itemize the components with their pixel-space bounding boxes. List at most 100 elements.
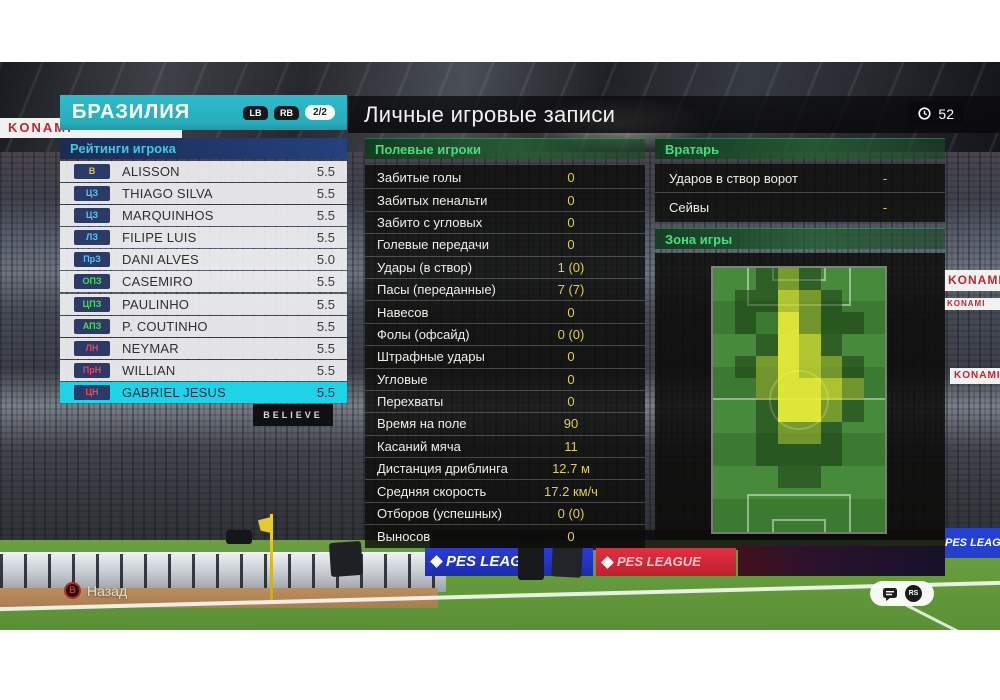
- player-rating: 5.5: [316, 296, 335, 312]
- stat-row: Перехваты 0: [365, 391, 645, 414]
- position-badge: ЛН: [74, 340, 110, 356]
- player-row[interactable]: ЦЗ THIAGO SILVA 5.5: [60, 183, 347, 205]
- stat-value: 0 (0): [557, 506, 585, 522]
- heatmap-cell: [799, 312, 821, 334]
- heatmap-cell: [735, 378, 757, 400]
- heatmap-cell: [820, 334, 842, 356]
- player-row[interactable]: ПрЗ DANI ALVES 5.0: [60, 249, 347, 271]
- heatmap-pitch: [711, 266, 887, 534]
- ad-board-red: PES LEAGUE: [596, 548, 736, 576]
- heatmap-cell: [799, 356, 821, 378]
- stat-value: 0: [567, 170, 575, 186]
- heatmap-cell: [842, 444, 864, 466]
- player-row[interactable]: ЦЗ MARQUINHOS 5.5: [60, 205, 347, 227]
- play-zone-section-header: Зона игры: [655, 228, 945, 249]
- position-badge: ЦЗ: [74, 186, 110, 202]
- player-row[interactable]: ЦН GABRIEL JESUS 5.5: [60, 381, 347, 403]
- stat-value: 0: [567, 237, 575, 253]
- player-rating: 5.5: [316, 318, 335, 334]
- stat-row: Удары (в створ) 1 (0): [365, 257, 645, 279]
- heatmap-cell: [735, 334, 757, 356]
- heatmap-cell: [820, 400, 842, 422]
- stat-label: Отборов (успешных): [377, 506, 502, 522]
- stat-label: Штрафные удары: [377, 349, 485, 365]
- player-row[interactable]: ЛН NEYMAR 5.5: [60, 337, 347, 359]
- stat-label: Выносов: [377, 528, 431, 544]
- pitchside-camera: [226, 530, 252, 544]
- heatmap-cell: [735, 268, 757, 290]
- heatmap-cell: [735, 466, 757, 488]
- heatmap-cell: [713, 510, 735, 532]
- stat-row: Забитые голы 0: [365, 167, 645, 190]
- stat-value: 0: [567, 528, 575, 544]
- heatmap-cell: [756, 400, 778, 422]
- konami-banner: KONAMI: [944, 298, 1000, 310]
- player-list: В ALISSON 5.5 ЦЗ THIAGO SILVA 5.5 ЦЗ MARQUINHOS…: [60, 161, 347, 404]
- heatmap-cell: [777, 466, 799, 488]
- b-button-icon: B: [64, 582, 81, 599]
- stat-row: Пасы (переданные) 7 (7): [365, 279, 645, 302]
- player-rating: 5.5: [316, 208, 335, 224]
- heatmap-cell: [799, 444, 821, 466]
- stat-label: Пасы (переданные): [377, 282, 496, 298]
- position-badge: АПЗ: [74, 318, 110, 334]
- right-stick-icon[interactable]: RS: [905, 585, 922, 602]
- heatmap-cell: [756, 510, 778, 532]
- back-button[interactable]: B Назад: [64, 582, 127, 599]
- stat-label: Ударов в створ ворот: [669, 170, 798, 186]
- lb-button-icon[interactable]: LB: [243, 105, 268, 120]
- heatmap-cell: [842, 510, 864, 532]
- player-row[interactable]: ПрН WILLIAN 5.5: [60, 359, 347, 381]
- player-row[interactable]: АПЗ P. COUTINHO 5.5: [60, 315, 347, 337]
- page-indicator: 2/2: [305, 105, 335, 120]
- player-row[interactable]: ОПЗ CASEMIRO 5.5: [60, 271, 347, 293]
- stat-value: -: [882, 170, 888, 186]
- position-badge: В: [74, 164, 110, 179]
- heatmap-cell: [735, 400, 757, 422]
- player-rating: 5.5: [316, 186, 335, 202]
- heatmap-cell: [799, 422, 821, 444]
- heatmap-cell: [864, 488, 886, 510]
- goalkeeper-section-header: Вратарь: [655, 138, 945, 159]
- chat-bubble-icon[interactable]: [882, 587, 898, 601]
- heatmap-cell: [864, 400, 886, 422]
- position-badge: ОПЗ: [74, 274, 110, 290]
- rb-button-icon[interactable]: RB: [274, 105, 299, 120]
- stat-value: 1 (0): [557, 259, 585, 275]
- heatmap-cell: [864, 466, 886, 488]
- heatmap-cell: [799, 334, 821, 356]
- field-player-stats: Забитые голы 0 Забитых пенальти 0 Забито с у…: [365, 165, 645, 548]
- player-row[interactable]: ЦПЗ PAULINHO 5.5: [60, 293, 347, 315]
- heatmap-cell: [756, 444, 778, 466]
- stat-row: Выносов 0: [365, 525, 645, 547]
- heatmap-cell: [799, 488, 821, 510]
- corner-flag-pole: [270, 514, 273, 600]
- clock-icon: [918, 107, 932, 120]
- heatmap-cell: [735, 510, 757, 532]
- bottom-right-controls[interactable]: RS: [870, 581, 934, 606]
- player-name: ALISSON: [122, 164, 180, 179]
- play-zone-panel: [655, 253, 945, 540]
- player-row[interactable]: ЛЗ FILIPE LUIS 5.5: [60, 227, 347, 249]
- heatmap-cell: [735, 444, 757, 466]
- heatmap-cell: [734, 312, 756, 334]
- pitchside-equipment: [328, 540, 364, 578]
- player-name: GABRIEL JESUS: [122, 384, 226, 400]
- stat-value: 11: [564, 438, 578, 454]
- stat-label: Забитые голы: [377, 170, 462, 186]
- heatmap-cell: [713, 444, 735, 466]
- stat-label: Фолы (офсайд): [377, 326, 470, 342]
- player-row[interactable]: В ALISSON 5.5: [60, 161, 347, 182]
- ad-board-blue-right: PES LEAGUE: [945, 528, 1000, 558]
- heatmap-cell: [777, 400, 799, 422]
- heatmap-cell: [713, 268, 735, 290]
- heatmap-cell: [777, 290, 799, 312]
- heatmap-cell: [799, 466, 821, 488]
- stat-row: Штрафные удары 0: [365, 346, 645, 369]
- match-clock: 52: [908, 102, 964, 125]
- heatmap-cell: [842, 356, 864, 378]
- heatmap-cell: [820, 356, 842, 378]
- stat-row: Касаний мяча 11: [365, 436, 645, 459]
- stat-label: Перехваты: [377, 394, 444, 410]
